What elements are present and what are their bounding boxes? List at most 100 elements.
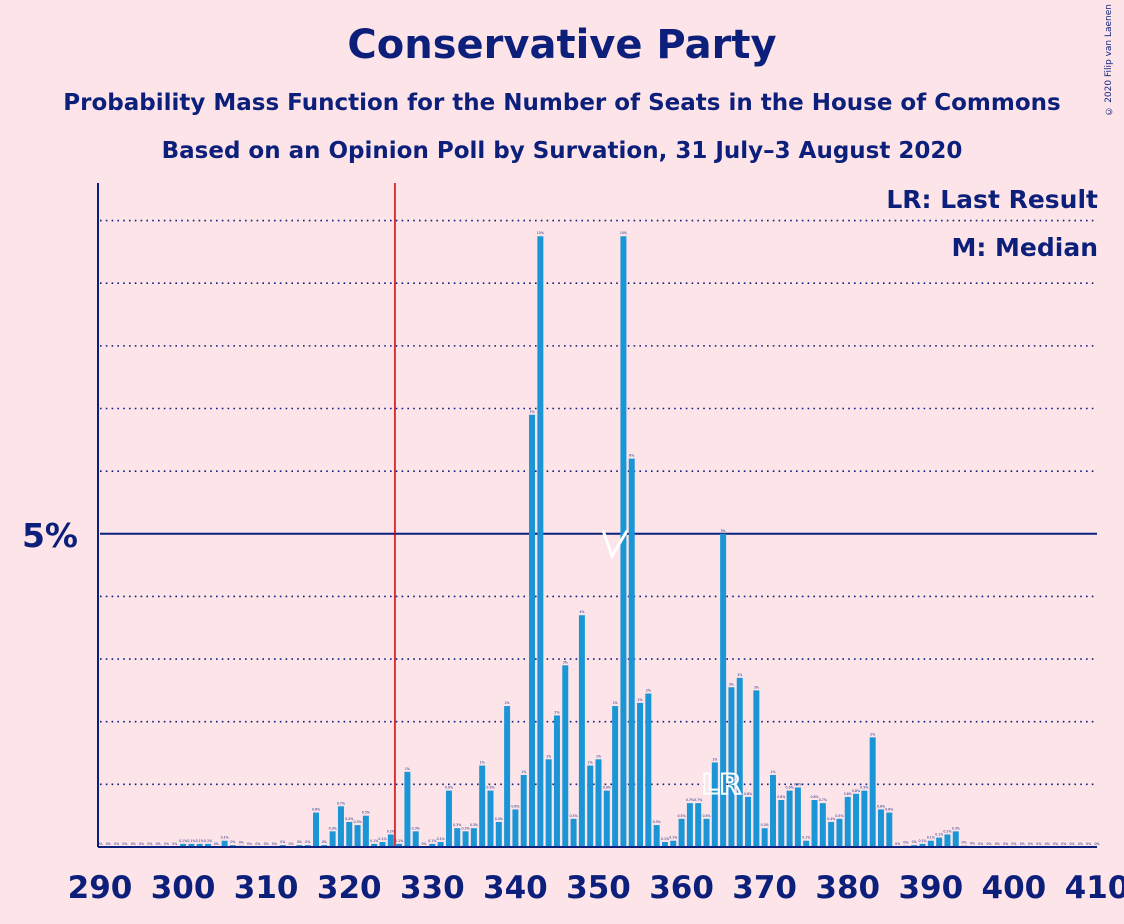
bar-322 <box>362 815 369 847</box>
bar-label-356: 2% <box>646 689 651 693</box>
bar-324 <box>379 841 386 847</box>
bar-label-346: 3% <box>563 660 568 664</box>
bar-321 <box>354 825 361 847</box>
bar-393 <box>952 831 959 847</box>
bar-label-358: 0.1% <box>661 837 669 841</box>
bar-label-364: 1% <box>712 757 717 761</box>
bar-374 <box>794 787 801 847</box>
bar-333 <box>454 828 461 847</box>
bar-label-307: 0% <box>239 841 244 845</box>
bar-390 <box>927 840 934 847</box>
bar-332 <box>445 790 452 847</box>
bar-label-360: 0.5% <box>678 814 686 818</box>
bar-label-386: 0% <box>895 842 900 846</box>
x-tick-label-300: 300 <box>151 870 216 906</box>
bar-337 <box>487 790 494 847</box>
bar-330 <box>429 843 436 847</box>
bar-372 <box>778 800 785 847</box>
bar-label-388: 0% <box>912 840 917 844</box>
bar-379 <box>836 818 843 847</box>
bar-label-318: 0.3% <box>329 826 337 830</box>
bar-label-320: 0.4% <box>345 817 353 821</box>
bar-label-371: 1% <box>770 770 775 774</box>
bar-347 <box>570 818 577 847</box>
bar-label-410: 0% <box>1094 842 1099 846</box>
bar-360 <box>678 818 685 847</box>
x-tick-label-410: 410 <box>1065 870 1124 906</box>
bar-376 <box>811 800 818 847</box>
bar-label-370: 0.3% <box>761 823 769 827</box>
bar-label-409: 0% <box>1086 842 1091 846</box>
bar-label-317: 0% <box>322 840 327 844</box>
bar-label-319: 0.7% <box>337 801 345 805</box>
bar-label-333: 0.3% <box>453 823 461 827</box>
bar-328 <box>412 831 419 847</box>
bar-327 <box>404 771 411 847</box>
bar-label-335: 0.3% <box>470 823 478 827</box>
bar-label-369: 3% <box>754 685 759 689</box>
bar-370 <box>761 828 768 847</box>
x-tick-label-330: 330 <box>400 870 465 906</box>
bar-label-394: 0% <box>962 841 967 845</box>
bar-label-313: 0% <box>289 842 294 846</box>
bar-label-295: 0% <box>139 842 144 846</box>
bar-label-398: 0% <box>995 842 1000 846</box>
bar-label-353: 10% <box>620 231 627 235</box>
bar-label-393: 0.3% <box>952 826 960 830</box>
bar-label-362: 0.7% <box>694 798 702 802</box>
x-tick-label-310: 310 <box>234 870 299 906</box>
chart-title: Conservative Party <box>347 22 777 68</box>
bar-label-301: 0.1% <box>187 839 195 843</box>
markers: LR <box>394 183 742 847</box>
bar-336 <box>479 765 486 847</box>
bar-369 <box>753 690 760 847</box>
legend-median: M: Median <box>951 233 1098 262</box>
bar-label-408: 0% <box>1078 842 1083 846</box>
bar-302 <box>196 843 203 847</box>
bar-label-395: 0% <box>970 841 975 845</box>
bar-label-341: 1% <box>521 770 526 774</box>
bar-label-378: 0.4% <box>827 817 835 821</box>
bar-331 <box>437 841 444 847</box>
x-tick-label-360: 360 <box>649 870 714 906</box>
x-tick-label-290: 290 <box>68 870 133 906</box>
bar-label-326: 0.1% <box>395 839 403 843</box>
bar-label-308: 0% <box>247 842 252 846</box>
bar-341 <box>520 774 527 847</box>
bar-382 <box>861 790 868 847</box>
y-tick-label: 5% <box>22 516 78 555</box>
bar-label-293: 0% <box>122 842 127 846</box>
axes: 5% 290 300 310 320 330 340 350 360 370 380 390 400 41… <box>22 183 1124 906</box>
bar-label-339: 2% <box>505 701 510 705</box>
bar-label-343: 10% <box>537 231 544 235</box>
bar-label-355: 2% <box>638 698 643 702</box>
bar-label-311: 0% <box>272 842 277 846</box>
bar-338 <box>495 821 502 847</box>
bar-label-379: 0.5% <box>835 814 843 818</box>
bar-label-359: 0.1% <box>669 836 677 840</box>
bar-label-305: 0.1% <box>221 836 229 840</box>
bar-354 <box>628 458 635 847</box>
bar-345 <box>553 715 560 847</box>
bar-label-325: 0.2% <box>387 829 395 833</box>
bar-label-397: 0% <box>986 842 991 846</box>
x-tick-label-320: 320 <box>317 870 382 906</box>
bar-342 <box>529 414 536 847</box>
bar-label-368: 0.8% <box>744 792 752 796</box>
bar-303 <box>205 843 211 847</box>
chart-subtitle: Probability Mass Function for the Number… <box>63 90 1061 116</box>
bar-365 <box>720 533 727 847</box>
bar-label-352: 2% <box>613 701 618 705</box>
bar-358 <box>661 841 668 847</box>
bar-349 <box>587 765 594 847</box>
bar-label-347: 0.5% <box>570 814 578 818</box>
bar-label-402: 0% <box>1028 842 1033 846</box>
bar-318 <box>329 831 336 847</box>
bar-label-329: 0% <box>421 842 426 846</box>
bar-392 <box>944 834 951 847</box>
bar-label-363: 0.5% <box>702 814 710 818</box>
bar-335 <box>470 828 477 847</box>
bar-362 <box>695 803 702 847</box>
bar-label-292: 0% <box>114 842 119 846</box>
bar-label-298: 0% <box>164 842 169 846</box>
